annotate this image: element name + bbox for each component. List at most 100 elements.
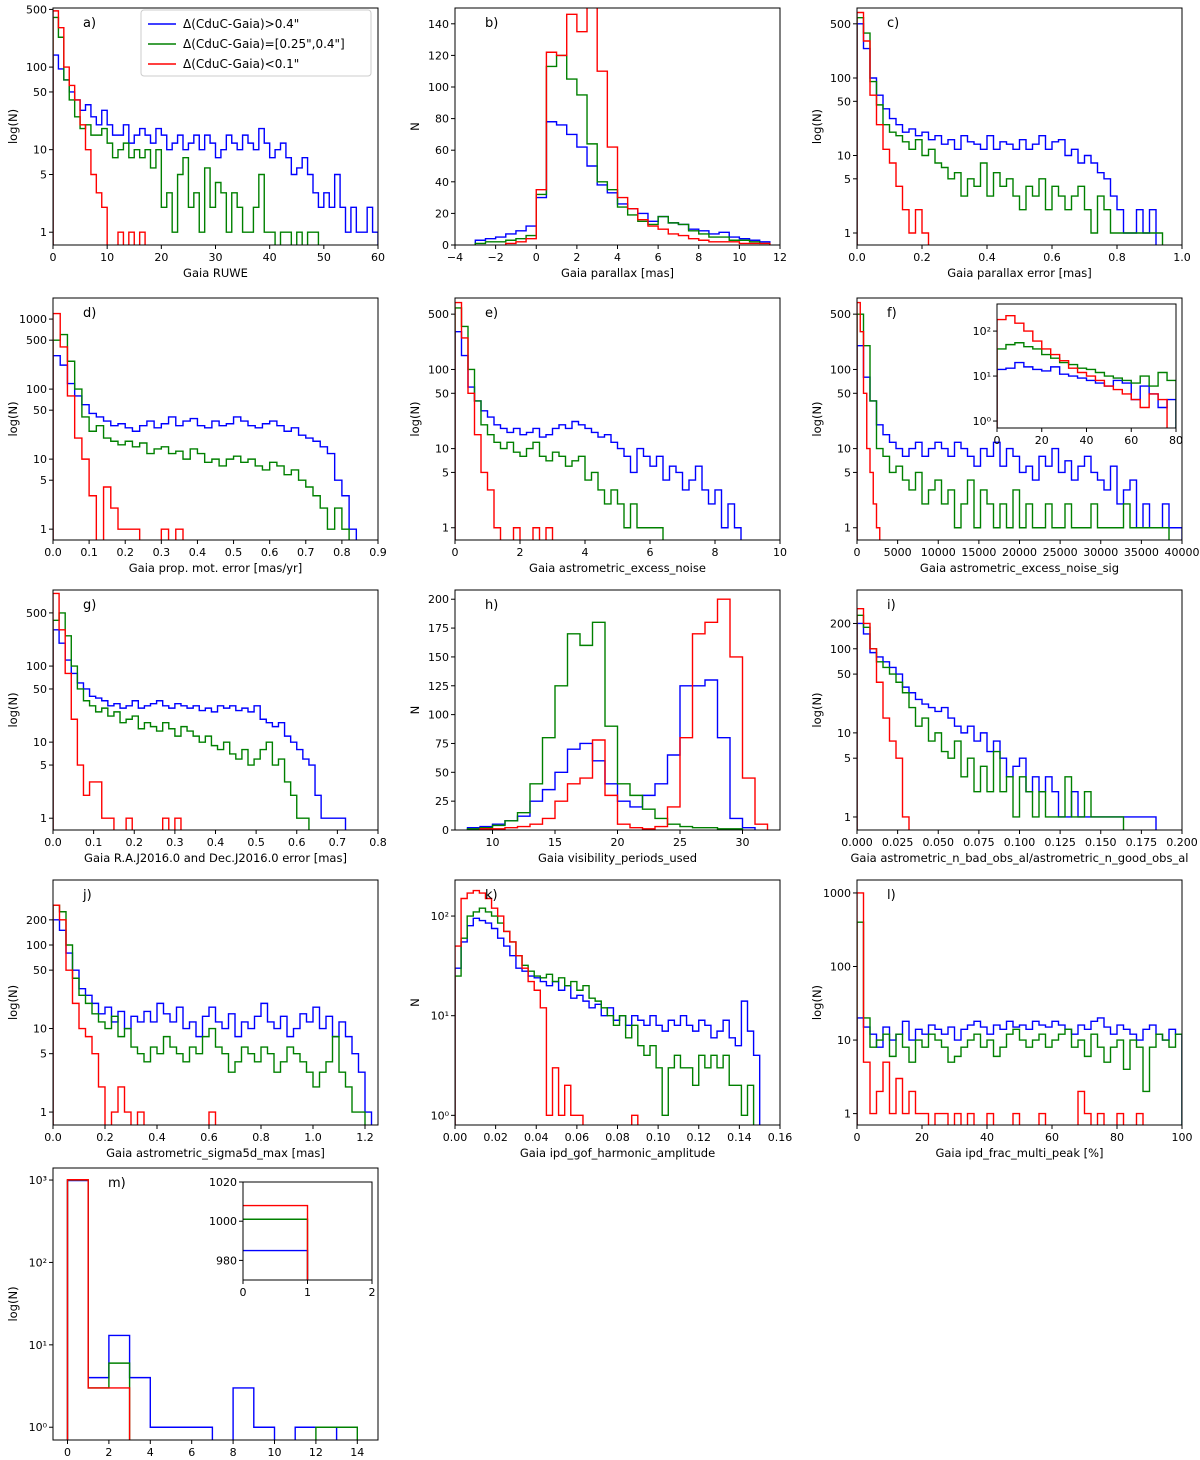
g-xtick-label: 0.6 [288,836,306,849]
m-inset-xtick-label: 1 [304,1286,311,1299]
b-ytick-label: 140 [428,18,449,31]
j-ylabel: log(N) [6,985,20,1020]
m-inset-series-red [243,1204,309,1280]
f-ytick-label: 5 [844,466,851,479]
e-panel-label: e) [485,306,498,321]
a-ytick-label: 100 [26,61,47,74]
h-series-red [479,598,769,830]
legend-label-0: Δ(CduC-Gaia)>0.4" [183,17,299,31]
e-xtick-label: 0 [452,546,459,559]
panel-i: 0.000 0.025 0.050 0.075 0.100 0.125 0.150 0.175… [810,589,1198,865]
i-series-blue [857,622,1157,830]
l-xtick-label: 0 [854,1131,861,1144]
l-xtick-label: 80 [1110,1131,1124,1144]
f-xtick-label: 30000 [1083,546,1118,559]
e-series-green [455,307,664,540]
k-xtick-label: 0.06 [565,1131,590,1144]
panel-h: 10 15 20 25 30 0 25 50 75 100 125 150 175 200 Gaia vis… [408,589,781,865]
m-xtick-label: 4 [147,1446,154,1456]
m-plot-frame [52,1167,379,1441]
i-panel-label: i) [887,598,896,613]
panel-m: 0246810121410⁰10¹10²10³Gaia ipd_frac_odd… [6,1167,379,1459]
e-xtick-label: 10 [773,546,787,559]
f-xtick-label: 25000 [1043,546,1078,559]
d-xtick-label: 0.0 [44,546,62,559]
l-series-blue [857,1017,1182,1125]
e-series-blue [455,331,742,540]
f-ytick-label: 50 [837,387,851,400]
c-ytick-label: 100 [830,72,851,85]
c-ylabel: log(N) [810,109,824,144]
h-ytick-label: 0 [442,824,449,837]
g-ytick-label: 5 [40,759,47,772]
g-series-red [53,592,182,830]
b-ylabel: N [408,122,422,131]
f-inset-xtick-label: 60 [1124,434,1138,447]
d-xtick-label: 0.9 [369,546,387,559]
b-xtick-label: 4 [614,251,621,264]
h-ytick-label: 150 [428,651,449,664]
f-series-blue [857,344,1182,540]
b-ytick-label: 0 [442,239,449,252]
a-series-green [53,16,320,245]
j-xtick-label: 1.0 [304,1131,322,1144]
l-xtick-label: 20 [915,1131,929,1144]
j-series-green [53,904,366,1125]
k-xtick-label: 0.00 [443,1131,468,1144]
k-xtick-label: 0.12 [687,1131,712,1144]
d-ytick-label: 500 [26,334,47,347]
l-xlabel: Gaia ipd_frac_multi_peak [%] [935,1146,1103,1160]
panel-g: 0.0 0.1 0.2 0.3 0.4 0.5 0.6 0.7 0.8 1 5 10 50 100 500 G… [6,589,387,865]
j-xtick-label: 0.2 [96,1131,114,1144]
j-xtick-label: 0.6 [200,1131,218,1144]
b-ytick-label: 40 [435,176,449,189]
m-ytick-label: 10² [29,1256,47,1269]
i-series-green [857,614,1125,830]
b-xtick-label: −4 [447,251,463,264]
h-xlabel: Gaia visibility_periods_used [538,851,697,865]
e-series-red [455,301,554,540]
c-xtick-label: 0.2 [913,251,931,264]
f-inset-ytick-label: 10² [973,325,991,338]
b-plot-frame [454,7,781,246]
j-xtick-label: 1.2 [356,1131,374,1144]
b-ytick-label: 100 [428,81,449,94]
c-series-green [857,16,1164,245]
d-ytick-label: 1 [40,523,47,536]
i-xtick-label: 0.200 [1166,836,1198,849]
l-plot-frame [856,879,1183,1126]
h-panel-label: h) [485,598,498,613]
f-inset-xtick-label: 80 [1169,434,1183,447]
m-xtick-label: 12 [309,1446,323,1456]
g-ytick-label: 500 [26,607,47,620]
d-xtick-label: 0.5 [225,546,243,559]
b-series-blue [474,121,771,245]
g-xtick-label: 0.0 [44,836,62,849]
b-xtick-label: 10 [732,251,746,264]
b-series-group [474,8,771,245]
l-ylabel: log(N) [810,985,824,1020]
b-xtick-label: 2 [573,251,580,264]
m-series-group [66,1179,358,1440]
f-series-group [857,301,1182,540]
panel-f: 0 5000 10000 15000 20000 25000 30000 35000 40000… [810,297,1200,575]
c-ytick-label: 5 [844,173,851,186]
c-ytick-label: 1 [844,227,851,240]
b-xtick-label: 12 [773,251,787,264]
a-series-blue [53,54,378,245]
f-xtick-label: 20000 [1002,546,1037,559]
e-ytick-label: 10 [435,443,449,456]
m-xtick-label: 6 [188,1446,195,1456]
d-ytick-label: 10 [33,453,47,466]
f-series-red [857,301,881,540]
a-ytick-label: 50 [33,86,47,99]
f-ytick-label: 10 [837,443,851,456]
l-xtick-label: 60 [1045,1131,1059,1144]
d-xtick-label: 0.3 [153,546,171,559]
g-ytick-label: 50 [33,683,47,696]
f-inset-ytick-label: 10¹ [973,370,991,383]
g-panel-label: g) [83,598,96,613]
f-ytick-label: 100 [830,363,851,376]
m-inset-ytick-label: 1000 [209,1215,237,1228]
